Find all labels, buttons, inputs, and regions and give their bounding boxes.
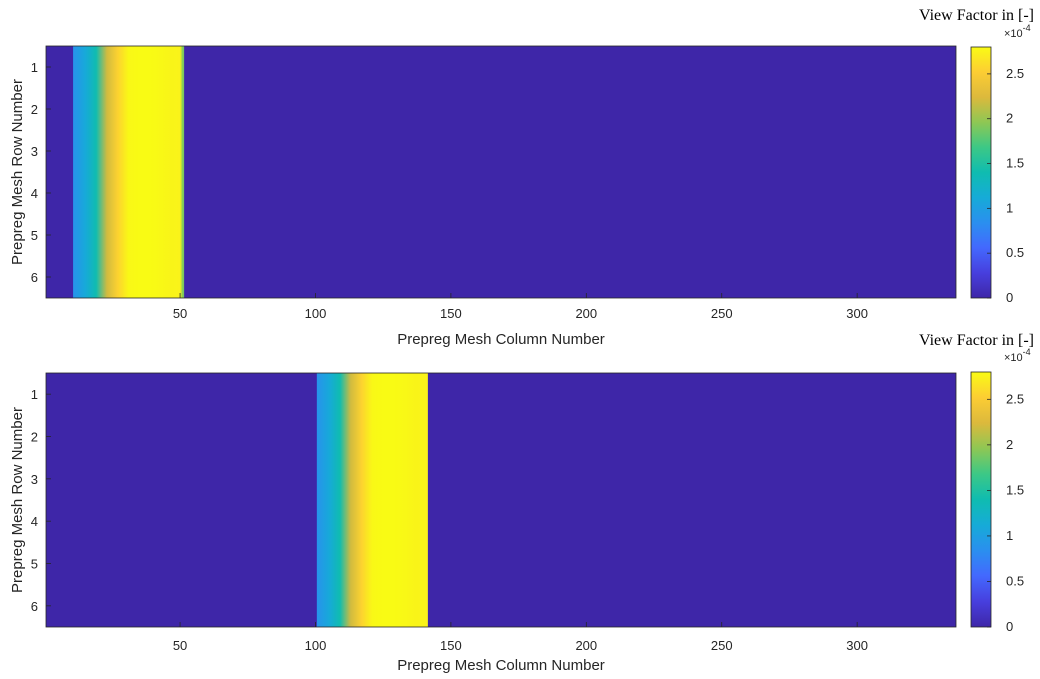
x-tick-label: 150	[440, 306, 462, 321]
colorbar-tick-label: 1.5	[1006, 482, 1024, 497]
colorbar-tick-label: 2	[1006, 111, 1013, 126]
bottom-heatmap-panel: 50 100 150 200 250 300 1 2 3 4 5 6 Prepreg Mesh Colu…	[9, 332, 1034, 674]
colorbar-tick-label: 2.5	[1006, 66, 1024, 81]
colorbar-title: View Factor in [-]	[919, 332, 1034, 349]
colorbar-tick-label: 1	[1006, 200, 1013, 215]
colorbar-tick-label: 2.5	[1006, 391, 1024, 406]
x-tick-label: 250	[711, 638, 733, 653]
colorbar-tick-label: 0.5	[1006, 573, 1024, 588]
y-tick-label: 4	[31, 514, 38, 529]
y-tick-label: 1	[31, 60, 38, 75]
y-tick-label: 4	[31, 186, 38, 201]
y-tick-label: 6	[31, 270, 38, 285]
x-tick-label: 200	[575, 306, 597, 321]
x-tick-label: 300	[846, 306, 868, 321]
y-tick-label: 6	[31, 599, 38, 614]
top-heatmap-panel: 50 100 150 200 250 300 1 2 3 4 5 6 Prepreg Mesh Colu…	[9, 7, 1034, 348]
colorbar-exponent-power: -4	[1023, 23, 1031, 33]
y-tick-label: 2	[31, 102, 38, 117]
colorbar	[970, 46, 992, 299]
colorbar-tick-label: 0	[1006, 290, 1013, 305]
y-tick-label: 1	[31, 387, 38, 402]
x-tick-label: 200	[575, 638, 597, 653]
heatmap-band	[73, 46, 185, 298]
colorbar-exponent: ×10-4	[1004, 347, 1031, 364]
colorbar-tick-label: 1	[1006, 528, 1013, 543]
colorbar-tick-label: 0	[1006, 619, 1013, 634]
heatmap-background	[46, 46, 956, 298]
x-axis-label: Prepreg Mesh Column Number	[397, 657, 605, 674]
x-tick-label: 100	[305, 306, 327, 321]
y-tick-label: 3	[31, 472, 38, 487]
y-tick-label: 3	[31, 144, 38, 159]
y-axis-label: Prepreg Mesh Row Number	[9, 407, 26, 593]
heatmap-background	[46, 373, 956, 627]
y-tick-label: 5	[31, 228, 38, 243]
x-axis-label: Prepreg Mesh Column Number	[397, 331, 605, 348]
colorbar	[970, 371, 992, 628]
axes-box	[45, 372, 957, 628]
colorbar-tick-label: 1.5	[1006, 156, 1024, 171]
y-tick-label: 2	[31, 430, 38, 445]
axes-box	[45, 45, 957, 299]
colorbar-exponent-base: ×10	[1004, 28, 1023, 40]
colorbar-exponent-power: -4	[1023, 347, 1031, 357]
x-tick-label: 100	[305, 638, 327, 653]
y-tick-label: 5	[31, 557, 38, 572]
colorbar-title: View Factor in [-]	[919, 7, 1034, 24]
x-tick-label: 50	[173, 306, 187, 321]
colorbar-tick-label: 2	[1006, 437, 1013, 452]
colorbar-exponent: ×10-4	[1004, 23, 1031, 40]
x-tick-label: 250	[711, 306, 733, 321]
x-tick-label: 50	[173, 638, 187, 653]
heatmap-band	[316, 373, 428, 627]
colorbar-tick-label: 0.5	[1006, 245, 1024, 260]
y-axis-label: Prepreg Mesh Row Number	[9, 79, 26, 265]
x-tick-label: 300	[846, 638, 868, 653]
x-tick-label: 150	[440, 638, 462, 653]
colorbar-exponent-base: ×10	[1004, 352, 1023, 364]
